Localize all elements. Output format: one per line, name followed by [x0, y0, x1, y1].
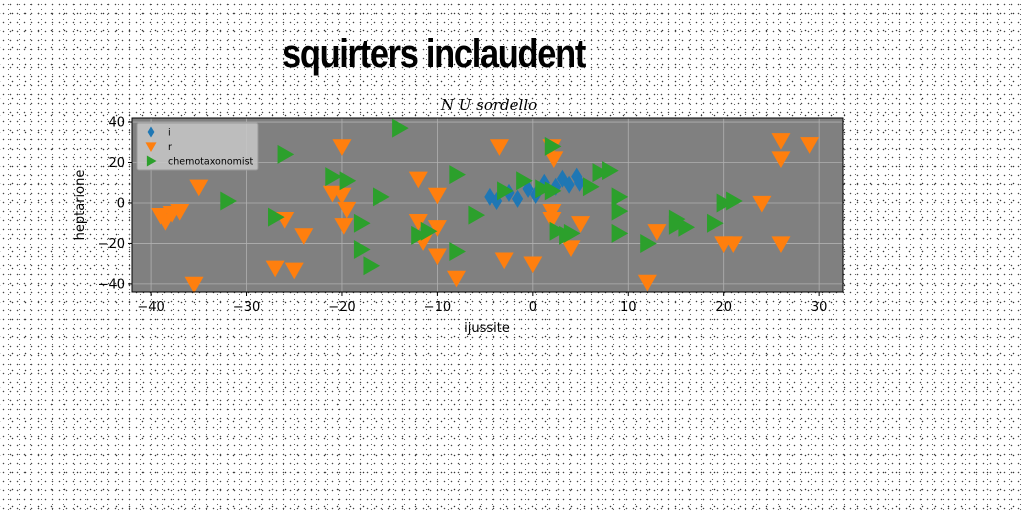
x-tick-label: 20	[715, 300, 732, 315]
x-tick-label: −20	[328, 300, 355, 315]
x-tick-label: 10	[620, 300, 637, 315]
legend-label: r	[168, 142, 172, 153]
y-tick-label: −40	[98, 277, 125, 292]
x-tick-label: −40	[137, 300, 164, 315]
y-tick-label: −20	[98, 237, 125, 252]
y-tick-label: 0	[117, 196, 125, 211]
x-tick-label: 30	[811, 300, 828, 315]
y-tick-label: 40	[108, 116, 125, 131]
x-axis-label: ijussite	[464, 321, 510, 336]
legend-label: chemotaxonomist	[168, 157, 254, 168]
x-tick-label: 0	[529, 300, 537, 315]
y-axis-label: heptarione	[73, 170, 88, 241]
y-tick-label: 20	[108, 156, 125, 171]
legend: ir chemotaxonomist	[137, 123, 258, 170]
x-tick-label: −30	[233, 300, 260, 315]
legend-label: i	[168, 128, 171, 139]
chart-title: N U sordello	[440, 96, 537, 114]
x-tick-label: −10	[424, 300, 451, 315]
